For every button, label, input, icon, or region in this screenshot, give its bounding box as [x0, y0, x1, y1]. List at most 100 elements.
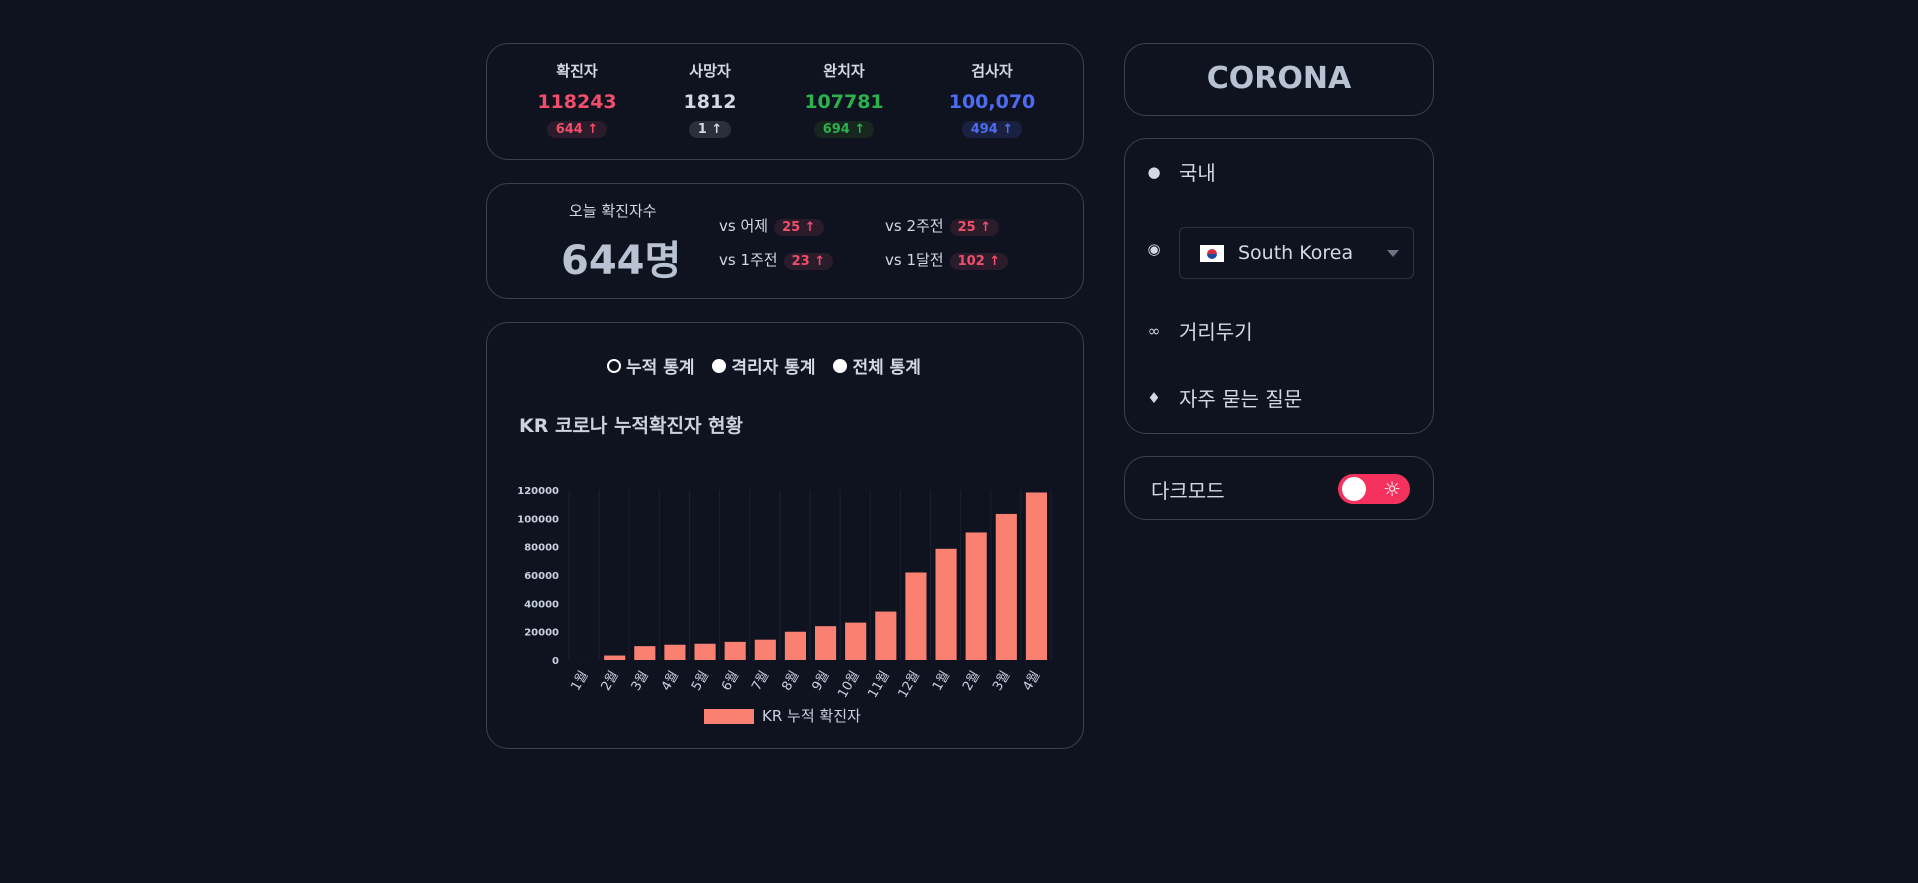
chevron-down-icon — [1387, 250, 1399, 257]
stats-card: 확진자 118243 644 ↑ 사망자 1812 1 ↑ 완치자 107781… — [486, 43, 1084, 160]
stat-label: 완치자 — [823, 62, 865, 80]
y-tick-label: 60000 — [524, 571, 559, 582]
stat-value: 1812 — [683, 91, 737, 113]
bar[interactable] — [845, 622, 867, 660]
radio-all[interactable]: 전체 통계 — [833, 353, 921, 378]
chart-title: KR 코로나 누적확진자 현황 — [519, 415, 743, 437]
radio-quarantine[interactable]: 격리자 통계 — [712, 353, 816, 378]
radio-circle-icon[interactable] — [712, 358, 727, 373]
x-tick-label: 1월 — [568, 669, 591, 694]
darkmode-card: 다크모드 ☼ — [1124, 456, 1434, 520]
vs-2weeks: vs 2주전 25 ↑ — [885, 215, 1000, 236]
stat-tested: 검사자 100,070 494 ↑ — [932, 60, 1052, 138]
darkmode-toggle[interactable]: ☼ — [1338, 474, 1410, 504]
brand-title: CORONA — [1206, 61, 1352, 96]
stat-label: 확진자 — [556, 62, 598, 80]
today-card: 오늘 확진자수 644명 vs 어제 25 ↑ vs 2주전 25 ↑ vs 1주전… — [486, 183, 1084, 299]
today-label: 오늘 확진자수 — [569, 202, 657, 220]
bar[interactable] — [905, 572, 927, 660]
x-tick-label: 10월 — [835, 669, 862, 701]
bar[interactable] — [784, 631, 806, 660]
sun-icon: ☼ — [1383, 477, 1401, 501]
globe-icon: ◉ — [1147, 240, 1161, 258]
stat-label: 사망자 — [689, 62, 731, 80]
x-tick-label: 1월 — [930, 669, 953, 694]
nav-menu: ● 국내 ◉ South Korea ∞ 거리두기 ♦ 자주 묻는 질문 — [1124, 138, 1434, 434]
bar[interactable] — [995, 513, 1017, 660]
country-select[interactable]: South Korea — [1179, 227, 1414, 279]
stat-confirmed: 확진자 118243 644 ↑ — [517, 60, 637, 138]
x-tick-label: 4월 — [1020, 669, 1043, 694]
menu-item-faq[interactable]: ♦ 자주 묻는 질문 — [1145, 383, 1302, 412]
question-diamond-icon: ♦ — [1147, 388, 1161, 407]
menu-label: 국내 — [1179, 161, 1216, 185]
stat-deaths: 사망자 1812 1 ↑ — [650, 60, 770, 138]
y-tick-label: 80000 — [524, 543, 559, 554]
legend-label: KR 누적 확진자 — [762, 707, 861, 725]
korea-map-icon: ● — [1147, 162, 1161, 181]
stat-delta-badge: 1 ↑ — [688, 121, 732, 138]
x-tick-label: 2월 — [960, 669, 983, 694]
route-icon: ∞ — [1147, 321, 1161, 340]
vs-badge: 102 ↑ — [949, 253, 1009, 270]
x-tick-label: 12월 — [896, 669, 923, 701]
y-tick-label: 0 — [552, 656, 559, 667]
x-tick-label: 3월 — [990, 669, 1013, 694]
stat-delta-badge: 644 ↑ — [546, 121, 608, 138]
korea-flag-icon — [1200, 244, 1224, 262]
country-select-value: South Korea — [1238, 242, 1354, 264]
bar[interactable] — [815, 626, 837, 660]
menu-item-domestic[interactable]: ● 국내 — [1145, 157, 1216, 186]
stat-type-radio-group: 누적 통계 격리자 통계 전체 통계 — [607, 353, 933, 378]
menu-item-distancing[interactable]: ∞ 거리두기 — [1145, 316, 1253, 345]
chart-card: 누적 통계 격리자 통계 전체 통계 KR 코로나 누적확진자 현황 0 2000… — [486, 322, 1084, 749]
darkmode-label: 다크모드 — [1151, 479, 1225, 503]
toggle-knob — [1342, 477, 1366, 501]
today-value: 644명 — [561, 238, 682, 284]
y-tick-label: 40000 — [524, 599, 559, 610]
radio-cumulative[interactable]: 누적 통계 — [607, 353, 694, 378]
stat-value: 107781 — [804, 91, 884, 113]
bar[interactable] — [754, 639, 776, 660]
bar-chart: 0 20000 40000 60000 80000 100000 120000 1월 2월 3월 4… — [517, 486, 1052, 725]
x-tick-label: 6월 — [719, 669, 742, 694]
x-tick-label: 4월 — [659, 669, 682, 694]
x-tick-label: 2월 — [599, 669, 622, 694]
stat-delta-badge: 694 ↑ — [813, 121, 875, 138]
menu-item-country: ◉ — [1145, 240, 1179, 258]
x-tick-label: 3월 — [629, 669, 652, 694]
bar[interactable] — [604, 655, 626, 660]
y-tick-label: 100000 — [517, 514, 559, 525]
bar[interactable] — [634, 646, 656, 660]
brand-card: CORONA — [1124, 43, 1434, 116]
vs-1month: vs 1달전 102 ↑ — [885, 249, 1009, 270]
vs-badge: 25 ↑ — [949, 219, 1000, 236]
vs-badge: 23 ↑ — [783, 253, 834, 270]
bar[interactable] — [694, 643, 716, 660]
menu-label: 자주 묻는 질문 — [1179, 387, 1303, 411]
legend-swatch — [704, 709, 754, 724]
vs-1week: vs 1주전 23 ↑ — [719, 249, 834, 270]
bar[interactable] — [724, 641, 746, 660]
stat-recovered: 완치자 107781 694 ↑ — [784, 60, 904, 138]
bar[interactable] — [1025, 492, 1047, 660]
stat-value: 118243 — [537, 91, 617, 113]
radio-circle-icon[interactable] — [607, 358, 621, 373]
vs-badge: 25 ↑ — [774, 219, 824, 236]
x-tick-label: 9월 — [809, 669, 832, 694]
x-tick-label: 5월 — [689, 669, 712, 694]
x-tick-label: 7월 — [749, 669, 772, 694]
y-tick-label: 120000 — [517, 486, 559, 497]
x-tick-label: 11월 — [866, 669, 893, 701]
bar[interactable] — [935, 548, 957, 660]
bar[interactable] — [664, 644, 686, 660]
y-tick-label: 20000 — [524, 628, 559, 639]
bar[interactable] — [965, 532, 987, 660]
stat-value: 100,070 — [948, 91, 1036, 113]
radio-circle-icon[interactable] — [833, 358, 848, 373]
menu-label: 거리두기 — [1179, 320, 1253, 344]
bar[interactable] — [875, 611, 897, 660]
stat-delta-badge: 494 ↑ — [961, 121, 1023, 138]
x-tick-label: 8월 — [779, 669, 802, 694]
stat-label: 검사자 — [971, 62, 1013, 80]
